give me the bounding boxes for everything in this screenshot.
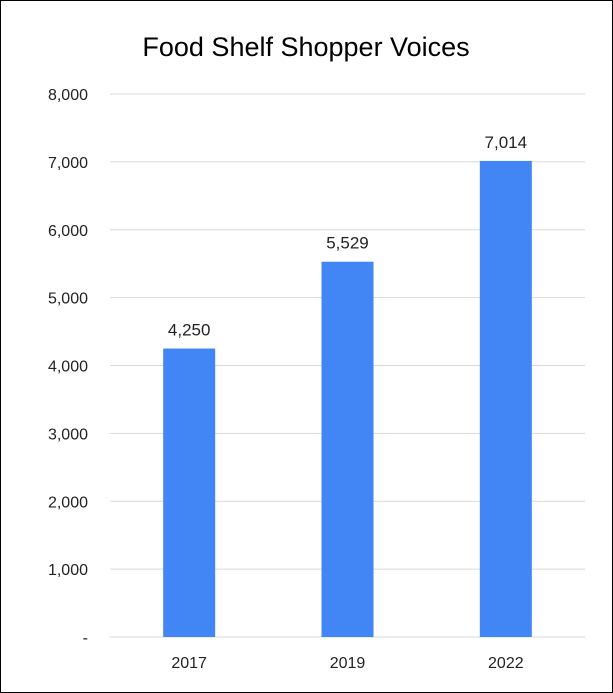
y-tick-label: 4,000 — [48, 359, 88, 376]
bar-2019 — [321, 261, 374, 637]
bar-2022 — [479, 160, 532, 637]
y-tick-label: 6,000 — [48, 223, 88, 240]
data-labels: 4,250 5,529 7,014 — [168, 133, 527, 340]
y-tick-label: - — [83, 630, 88, 647]
data-label-2017: 4,250 — [168, 321, 211, 340]
x-tick-label: 2022 — [488, 655, 524, 672]
y-tick-label: 2,000 — [48, 494, 88, 511]
chart-title: Food Shelf Shopper Voices — [142, 32, 469, 62]
y-tick-label: 5,000 — [48, 291, 88, 308]
y-tick-label: 8,000 — [48, 87, 88, 104]
x-axis-tick-labels: 2017 2019 2022 — [171, 655, 523, 672]
bars — [163, 160, 532, 637]
y-axis-tick-labels: - 1,000 2,000 3,000 4,000 5,000 6,000 7,000 8,00… — [48, 87, 88, 647]
y-tick-label: 3,000 — [48, 426, 88, 443]
x-tick-label: 2019 — [330, 655, 366, 672]
bar-2017 — [163, 348, 216, 637]
data-label-2022: 7,014 — [485, 133, 528, 152]
x-tick-label: 2017 — [171, 655, 207, 672]
data-label-2019: 5,529 — [326, 234, 369, 253]
y-tick-label: 1,000 — [48, 562, 88, 579]
y-tick-label: 7,000 — [48, 155, 88, 172]
